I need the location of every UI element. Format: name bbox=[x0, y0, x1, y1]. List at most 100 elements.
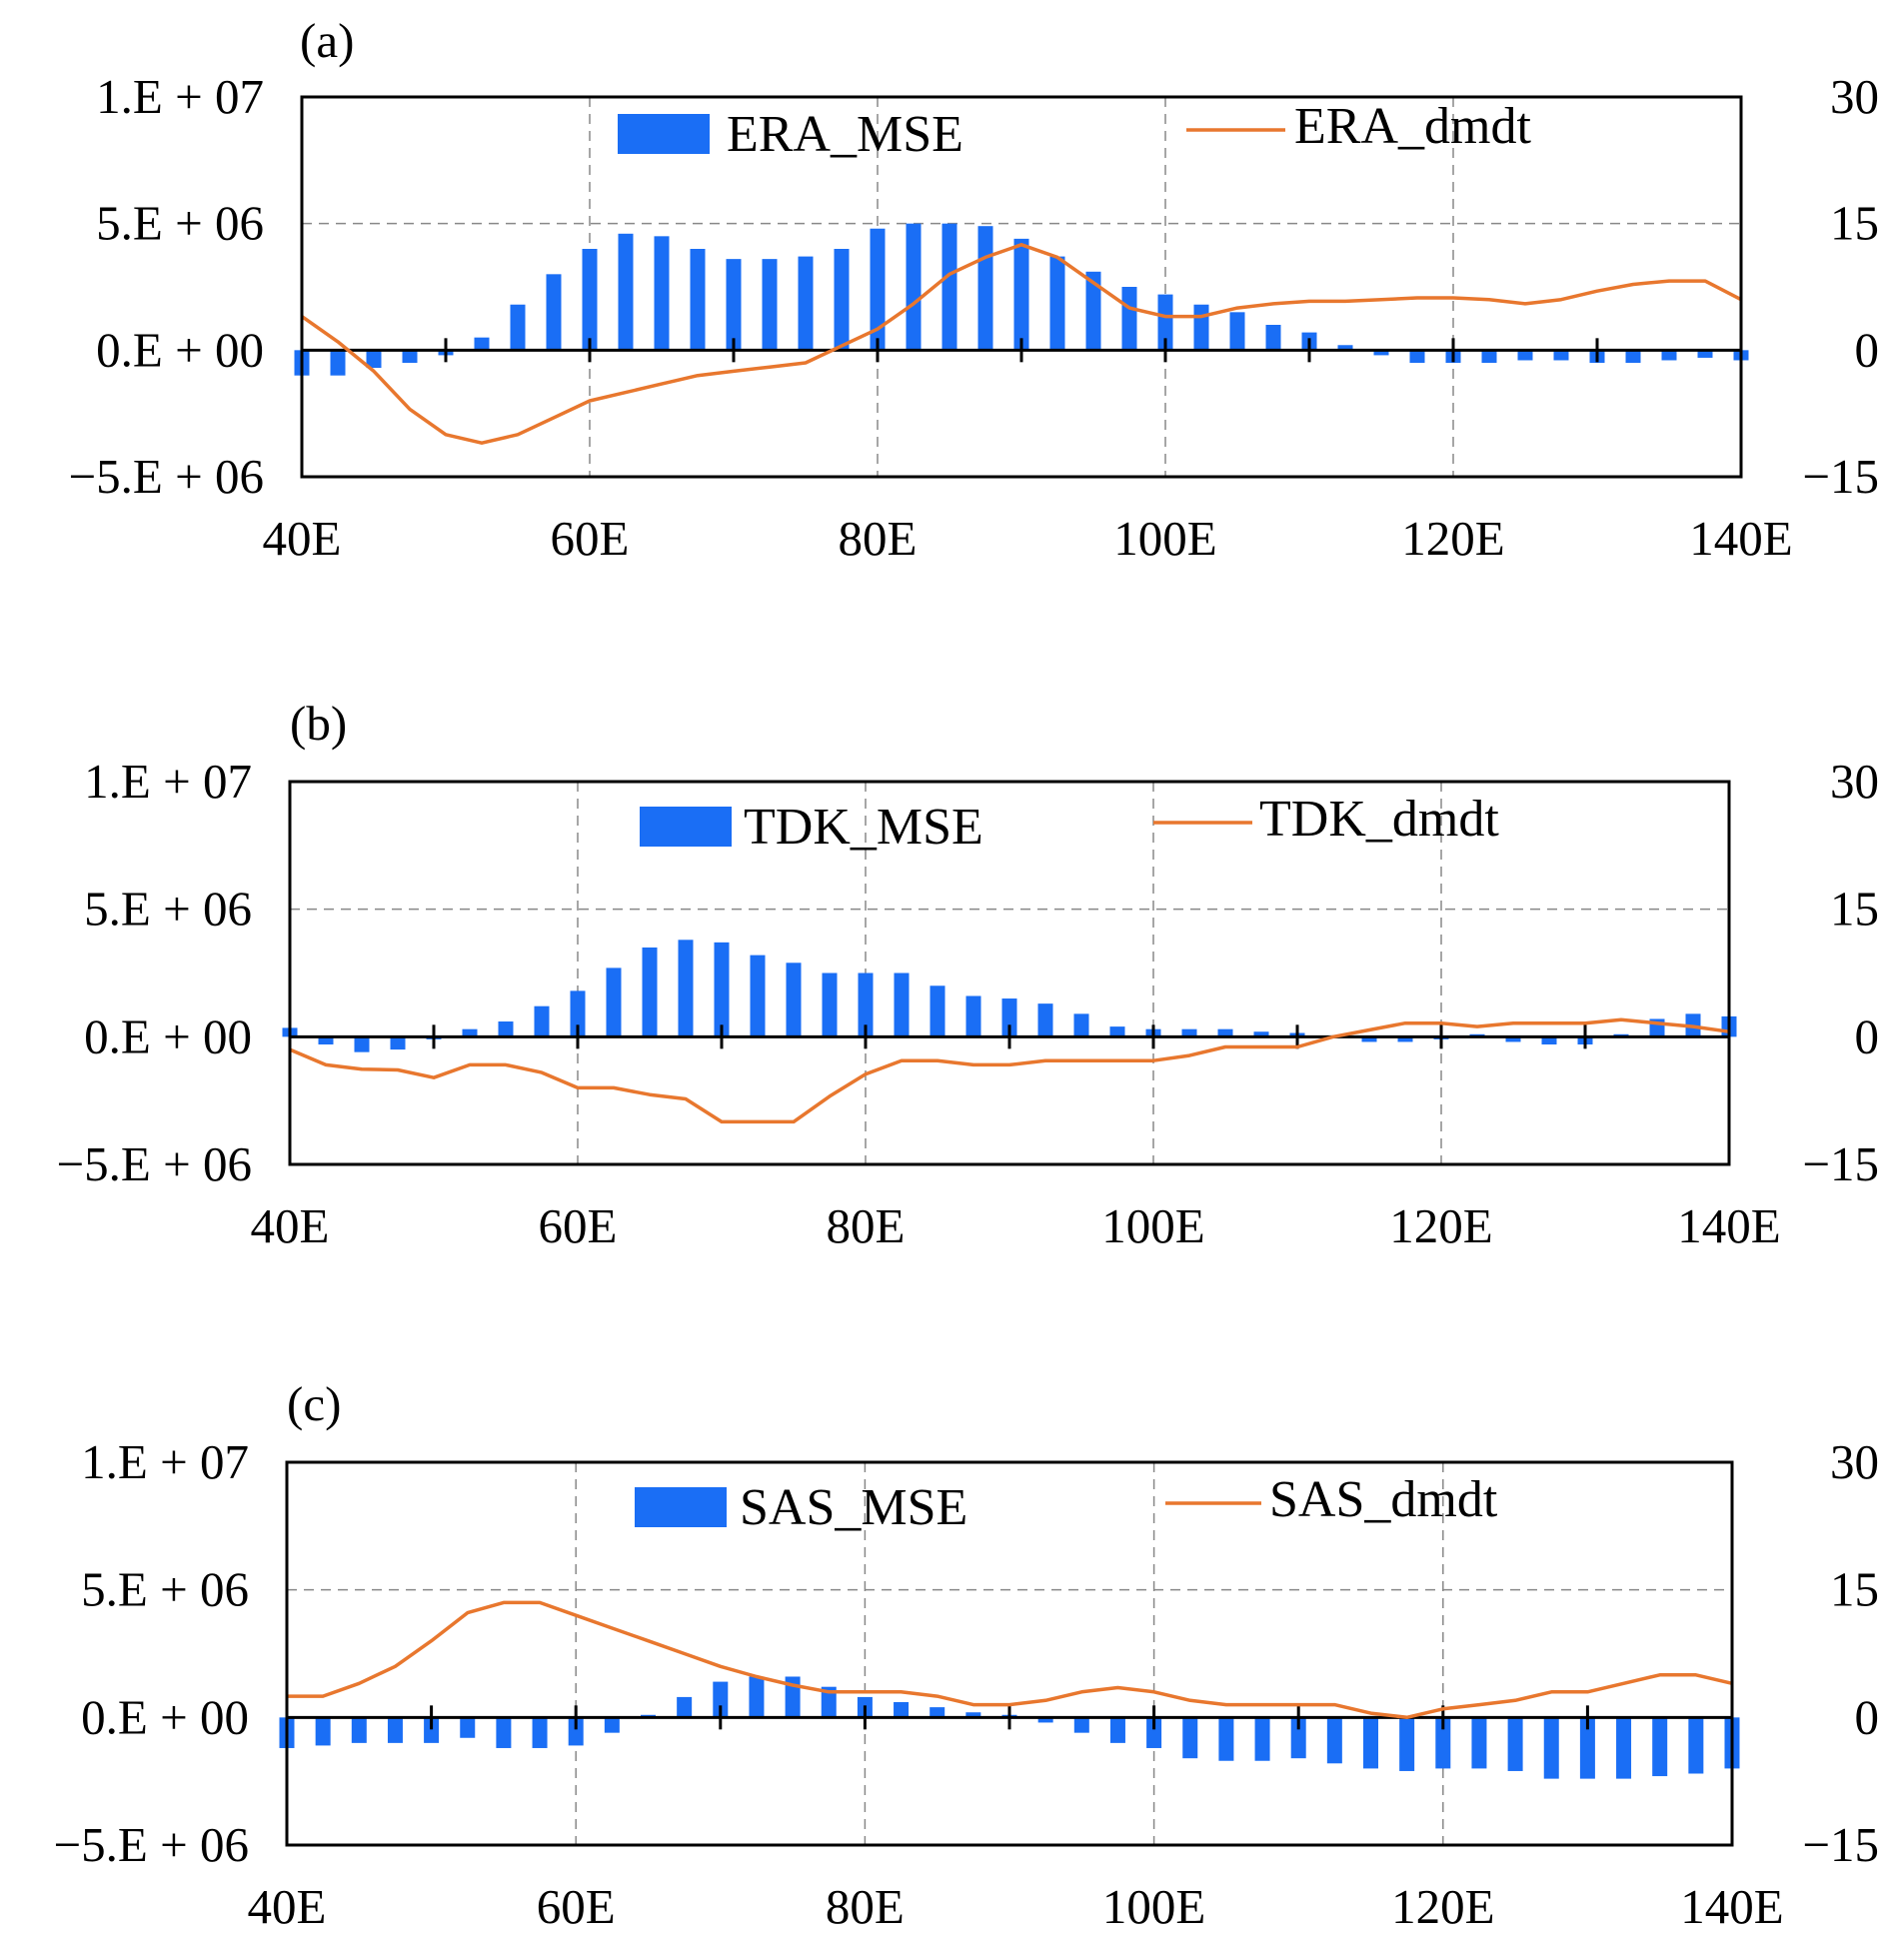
bar-TDK_MSE bbox=[858, 973, 874, 1037]
y-right-tick-label: −15 bbox=[1802, 1817, 1879, 1872]
bar-ERA_MSE bbox=[1661, 350, 1677, 361]
bar-ERA_MSE bbox=[1229, 312, 1245, 351]
bar-SAS_MSE bbox=[1146, 1717, 1162, 1748]
bar-TDK_MSE bbox=[894, 973, 910, 1037]
bar-ERA_MSE bbox=[1517, 350, 1533, 361]
bar-SAS_MSE bbox=[1399, 1717, 1415, 1771]
y-right-tick-label: −15 bbox=[1802, 1136, 1879, 1191]
bar-TDK_MSE bbox=[750, 955, 766, 1037]
bar-TDK_MSE bbox=[1037, 1003, 1053, 1037]
bar-ERA_MSE bbox=[1481, 350, 1497, 363]
legend-bar-swatch bbox=[640, 807, 732, 847]
bar-SAS_MSE bbox=[930, 1707, 945, 1718]
bar-SAS_MSE bbox=[1182, 1717, 1198, 1759]
bar-SAS_MSE bbox=[1363, 1717, 1378, 1769]
bar-TDK_MSE bbox=[1505, 1036, 1521, 1042]
bar-ERA_MSE bbox=[1337, 345, 1353, 351]
plot-frame bbox=[285, 1460, 1734, 1847]
chart-panel-3: 1.E + 07 5.E + 06 0.E + 00 −5.E + 06 30 15 0 −1… bbox=[54, 1376, 1879, 1934]
bar-TDK_MSE bbox=[714, 942, 730, 1037]
bar-SAS_MSE bbox=[1471, 1717, 1487, 1769]
legend-label-ERA_dmdt: ERA_dmdt bbox=[1294, 98, 1531, 155]
y-right-tick-label: 30 bbox=[1830, 69, 1879, 124]
legend-label-ERA_MSE: ERA_MSE bbox=[727, 106, 963, 163]
y-right-tick-label: 15 bbox=[1830, 882, 1879, 937]
x-tick-label: 40E bbox=[248, 1879, 327, 1934]
y-left-tick-label: 0.E + 00 bbox=[81, 1689, 249, 1744]
bar-TDK_MSE bbox=[1001, 998, 1017, 1037]
bar-TDK_MSE bbox=[606, 968, 622, 1037]
legend-label-SAS_MSE: SAS_MSE bbox=[740, 1479, 967, 1536]
bar-ERA_MSE bbox=[1049, 256, 1065, 351]
bar-SAS_MSE bbox=[1254, 1717, 1270, 1761]
bar-TDK_MSE bbox=[1109, 1026, 1125, 1037]
bar-SAS_MSE bbox=[749, 1676, 765, 1718]
bar-SAS_MSE bbox=[677, 1696, 693, 1718]
bar-SAS_MSE bbox=[1652, 1717, 1668, 1777]
y-left-tick-label: −5.E + 06 bbox=[69, 449, 264, 504]
x-tick-label: 100E bbox=[1101, 1198, 1204, 1253]
y-right-tick-label: 15 bbox=[1830, 1562, 1879, 1617]
panel-label: (c) bbox=[287, 1376, 341, 1431]
bar-TDK_MSE bbox=[678, 940, 694, 1037]
plot-frame bbox=[288, 780, 1731, 1166]
bar-SAS_MSE bbox=[604, 1717, 620, 1733]
bar-TDK_MSE bbox=[570, 990, 586, 1037]
bar-ERA_MSE bbox=[906, 223, 922, 351]
bar-SAS_MSE bbox=[894, 1702, 910, 1718]
panel-label: (b) bbox=[290, 696, 347, 751]
x-tick-label: 100E bbox=[1102, 1879, 1205, 1934]
x-tick-label: 80E bbox=[826, 1879, 905, 1934]
bar-TDK_MSE bbox=[1181, 1028, 1197, 1037]
chart-panel-1: 1.E + 07 5.E + 06 0.E + 00 −5.E + 06 30 15 0 −1… bbox=[69, 13, 1879, 566]
bar-SAS_MSE bbox=[351, 1717, 367, 1743]
bar-ERA_MSE bbox=[654, 236, 670, 351]
bar-ERA_MSE bbox=[977, 226, 993, 351]
bar-SAS_MSE bbox=[568, 1717, 584, 1746]
x-tick-label: 120E bbox=[1391, 1879, 1494, 1934]
bar-TDK_MSE bbox=[822, 973, 838, 1037]
bar-TDK_MSE bbox=[318, 1036, 334, 1044]
panel-label: (a) bbox=[300, 13, 354, 68]
legend-label-TDK_MSE: TDK_MSE bbox=[744, 799, 983, 856]
y-left-tick-label: 1.E + 07 bbox=[96, 69, 264, 124]
bar-SAS_MSE bbox=[460, 1717, 476, 1738]
bar-SAS_MSE bbox=[496, 1717, 512, 1748]
legend-label-SAS_dmdt: SAS_dmdt bbox=[1269, 1471, 1498, 1528]
panels: 1.E + 07 5.E + 06 0.E + 00 −5.E + 06 30 15 0 −1… bbox=[54, 13, 1879, 1934]
bar-TDK_MSE bbox=[965, 995, 981, 1037]
bar-ERA_MSE bbox=[1193, 304, 1209, 351]
bar-TDK_MSE bbox=[1361, 1036, 1377, 1042]
bar-ERA_MSE bbox=[366, 350, 382, 369]
bar-TDK_MSE bbox=[534, 1005, 550, 1037]
bar-ERA_MSE bbox=[1121, 287, 1137, 351]
y-left-tick-label: 1.E + 07 bbox=[81, 1434, 249, 1489]
x-tick-label: 60E bbox=[539, 1198, 618, 1253]
x-tick-label: 60E bbox=[537, 1879, 616, 1934]
bar-SAS_MSE bbox=[1218, 1717, 1234, 1761]
bar-ERA_MSE bbox=[1553, 350, 1569, 361]
bar-ERA_MSE bbox=[474, 337, 490, 351]
bar-SAS_MSE bbox=[965, 1712, 981, 1718]
y-right-tick-label: 0 bbox=[1855, 322, 1880, 377]
y-left-tick-label: 0.E + 00 bbox=[84, 1008, 252, 1063]
bar-ERA_MSE bbox=[690, 249, 706, 351]
x-tick-label: 80E bbox=[839, 511, 918, 566]
bar-SAS_MSE bbox=[1616, 1717, 1632, 1779]
bar-ERA_MSE bbox=[1085, 271, 1101, 351]
bar-ERA_MSE bbox=[1157, 294, 1173, 351]
legend-bar-swatch bbox=[618, 114, 710, 154]
bar-ERA_MSE bbox=[834, 249, 850, 351]
bar-ERA_MSE bbox=[1373, 350, 1389, 356]
bar-ERA_MSE bbox=[1697, 350, 1713, 358]
x-tick-label: 120E bbox=[1389, 1198, 1492, 1253]
bar-ERA_MSE bbox=[582, 249, 598, 351]
bar-TDK_MSE bbox=[354, 1036, 370, 1052]
y-left-tick-label: 0.E + 00 bbox=[96, 322, 264, 377]
x-tick-label: 140E bbox=[1680, 1879, 1783, 1934]
y-right-tick-label: 15 bbox=[1830, 196, 1879, 251]
bar-ERA_MSE bbox=[942, 223, 957, 351]
y-right-tick-label: 0 bbox=[1855, 1008, 1880, 1063]
bar-ERA_MSE bbox=[618, 233, 634, 351]
y-left-tick-label: 5.E + 06 bbox=[96, 196, 264, 251]
